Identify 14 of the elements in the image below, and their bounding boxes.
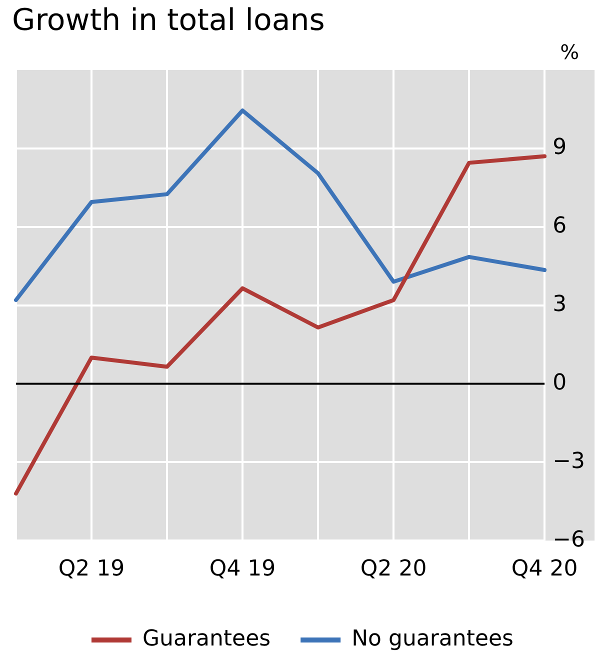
y-tick-label: 0	[552, 370, 567, 396]
y-axis-title: %	[560, 40, 580, 64]
x-tick-label: Q2 20	[360, 556, 427, 582]
x-tick-label: Q4 19	[209, 556, 276, 582]
y-tick-label: 3	[552, 292, 567, 318]
chart-title: Growth in total loans	[12, 2, 325, 38]
x-tick-label: Q2 19	[58, 556, 125, 582]
y-tick-label: −3	[552, 448, 586, 474]
x-tick-label: Q4 20	[511, 556, 578, 582]
y-tick-label: 9	[552, 135, 567, 160]
y-tick-label: −6	[552, 527, 586, 552]
legend-label: Guarantees	[142, 626, 271, 652]
y-tick-label: 6	[552, 214, 567, 239]
legend-label: No guarantees	[352, 626, 514, 652]
